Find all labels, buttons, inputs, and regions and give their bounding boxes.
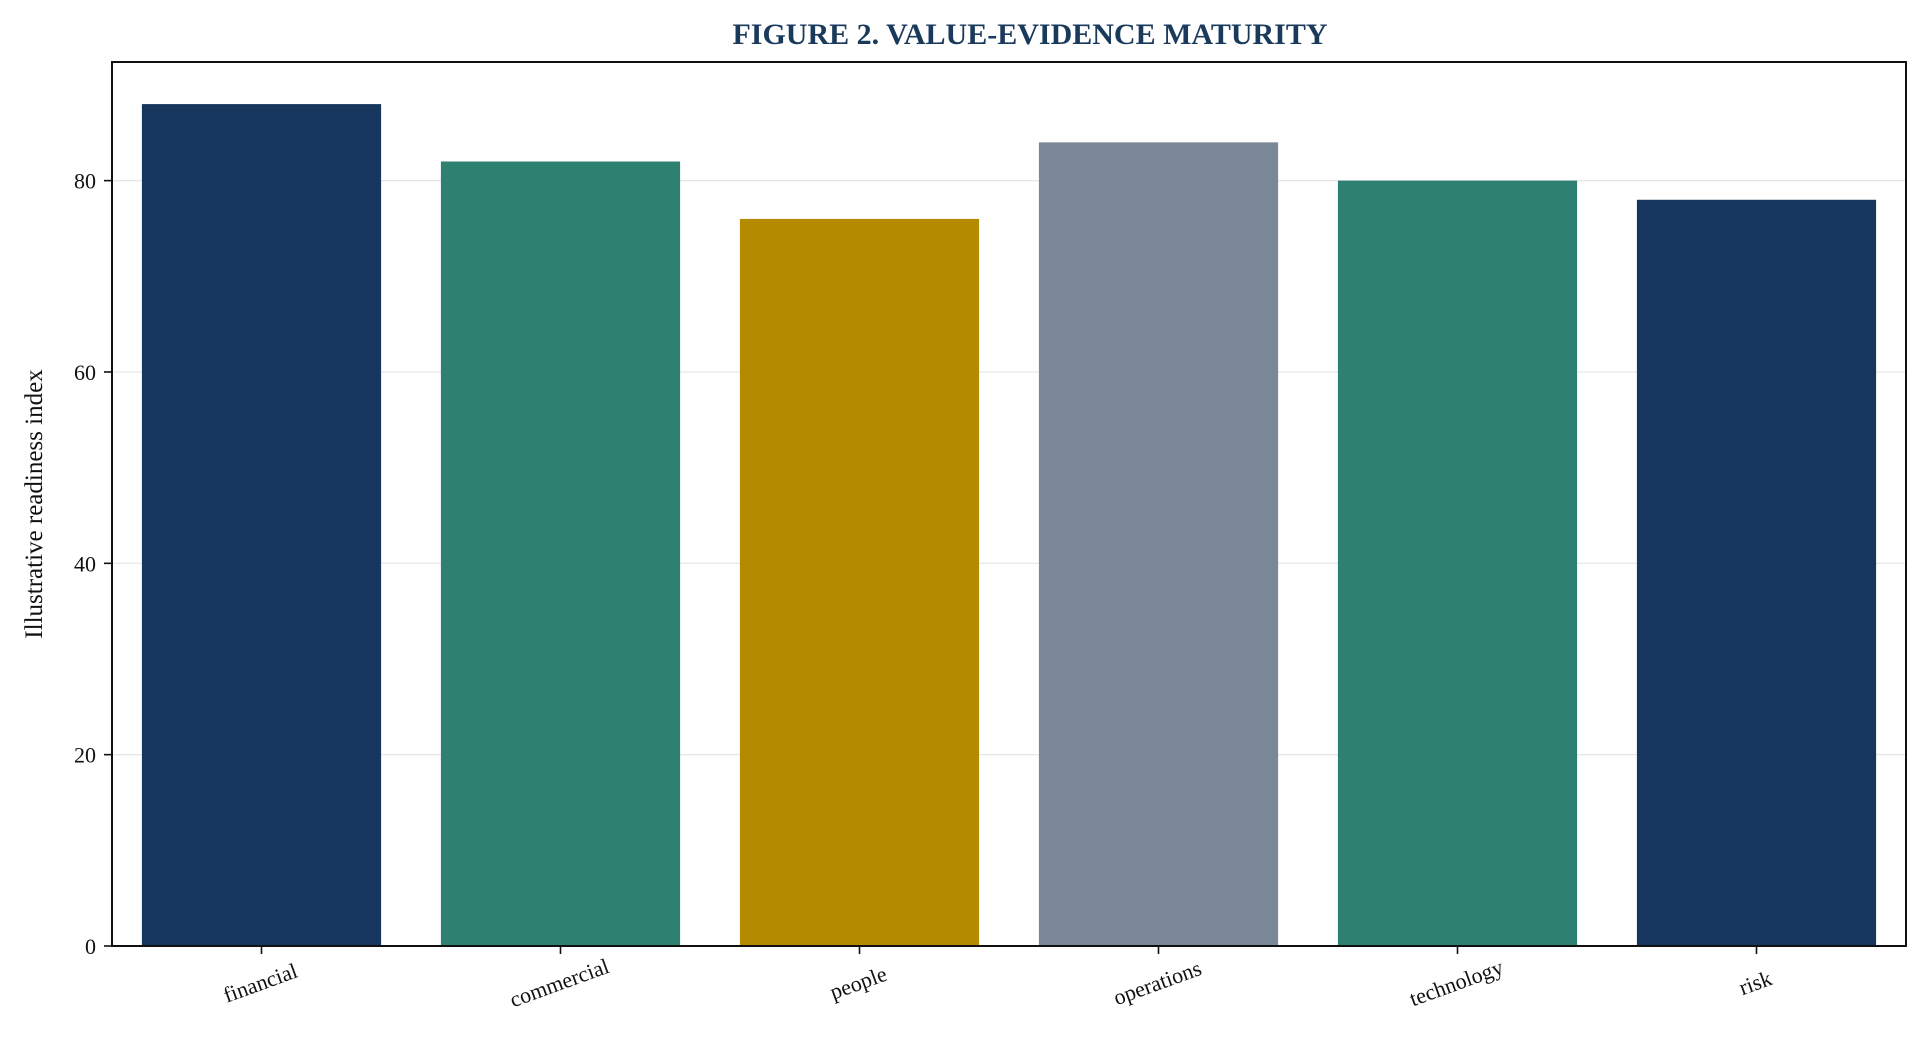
x-tick-label-risk: risk [1736, 965, 1776, 1000]
bar-risk [1636, 199, 1877, 946]
bar-financial [141, 104, 382, 947]
x-tick-label-financial: financial [220, 958, 301, 1008]
bars [141, 104, 1877, 947]
x-tick-label-technology: technology [1406, 954, 1506, 1011]
x-tick-label-commercial: commercial [506, 953, 612, 1012]
x-axis-ticks: financial commercial people operations techn… [220, 946, 1775, 1012]
x-tick-label-operations: operations [1110, 955, 1205, 1010]
y-tick-label: 40 [74, 551, 96, 576]
bar-commercial [440, 161, 681, 947]
y-tick-label: 80 [74, 169, 96, 194]
bar-technology [1337, 180, 1578, 947]
x-tick-label-people: people [826, 961, 890, 1005]
y-tick-label: 0 [85, 934, 96, 959]
bar-operations [1038, 142, 1279, 946]
y-axis-label: Illustrative readiness index [21, 369, 48, 639]
chart-title: FIGURE 2. VALUE-EVIDENCE MATURITY [732, 18, 1327, 51]
y-axis-ticks: 0 20 40 60 80 [74, 169, 112, 959]
y-tick-label: 20 [74, 743, 96, 768]
gridlines [112, 180, 1906, 756]
bar-people [739, 218, 980, 946]
plot-frame [111, 61, 1907, 947]
y-tick-label: 60 [74, 360, 96, 385]
